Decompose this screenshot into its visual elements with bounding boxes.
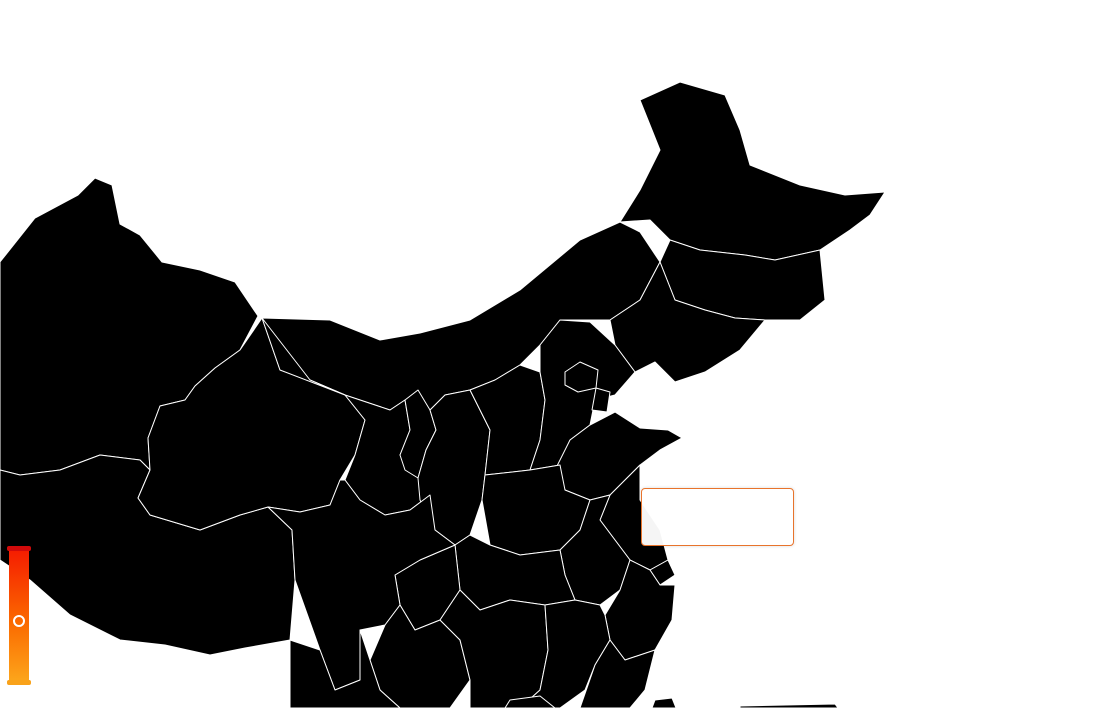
province-fujian[interactable] <box>579 639 656 709</box>
tooltip <box>641 488 794 546</box>
visual-map-handle-bottom[interactable] <box>7 680 31 685</box>
province-nanhai-edge[interactable] <box>739 703 839 709</box>
visual-map-indicator <box>13 615 25 627</box>
province-guangdong-edge[interactable] <box>504 695 556 709</box>
province-yunnan[interactable] <box>289 629 401 709</box>
province-jiangxi[interactable] <box>519 599 611 709</box>
province-taiwan-edge[interactable] <box>651 697 677 709</box>
province-heilongjiang[interactable] <box>619 81 886 261</box>
visual-map-legend[interactable] <box>7 546 31 685</box>
visual-map-handle-top[interactable] <box>7 546 31 551</box>
province-tianjin[interactable] <box>591 387 611 413</box>
